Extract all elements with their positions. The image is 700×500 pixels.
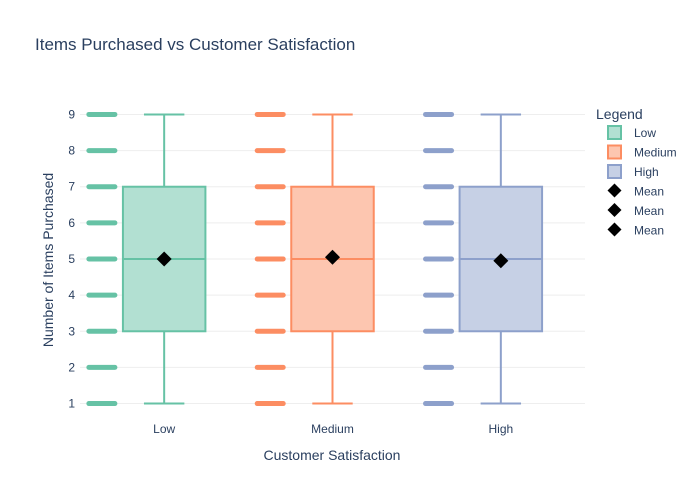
data-points [86,111,455,407]
y-tick-label-9: 9 [68,107,75,121]
y-tick-label-4: 4 [68,288,75,302]
mean-marker-high [493,253,509,269]
legend-label-medium: Medium [634,146,677,160]
x-axis-ticks: Low Medium High [153,422,513,436]
legend-swatch-low [607,125,622,140]
y-axis-ticks: 1 2 3 4 5 6 7 8 9 [68,107,75,410]
legend-mean-swatch-1 [607,183,622,198]
y-tick-label-6: 6 [68,216,75,230]
legend-title: Legend [596,106,643,122]
y-tick-label-8: 8 [68,144,75,158]
y-tick-label-1: 1 [68,397,75,411]
legend-label-mean-3: Mean [634,224,664,238]
chart-title: Items Purchased vs Customer Satisfaction [35,35,355,54]
legend-label-low: Low [634,126,656,140]
legend-label-high: High [634,165,659,179]
mean-marker-low [156,251,172,267]
x-tick-label-medium: Medium [311,422,354,436]
mean-markers [156,249,509,269]
x-axis-title: Customer Satisfaction [264,447,401,463]
legend-swatch-high [607,164,622,179]
y-tick-label-7: 7 [68,180,75,194]
legend-mean-swatch-2 [607,203,622,217]
x-tick-label-low: Low [153,422,175,436]
legend-mean-swatch-3 [607,222,622,237]
legend[interactable]: Legend Low Medium High Mean Mean Mean [596,106,677,238]
legend-label-mean-1: Mean [634,185,664,199]
legend-label-mean-2: Mean [634,204,664,218]
mean-marker-medium [325,249,340,265]
y-tick-label-2: 2 [68,360,75,374]
x-tick-label-high: High [488,422,513,436]
y-tick-label-3: 3 [68,324,75,338]
y-tick-label-5: 5 [68,252,75,266]
legend-swatch-medium [607,144,622,160]
y-axis-title: Number of Items Purchased [40,173,56,347]
